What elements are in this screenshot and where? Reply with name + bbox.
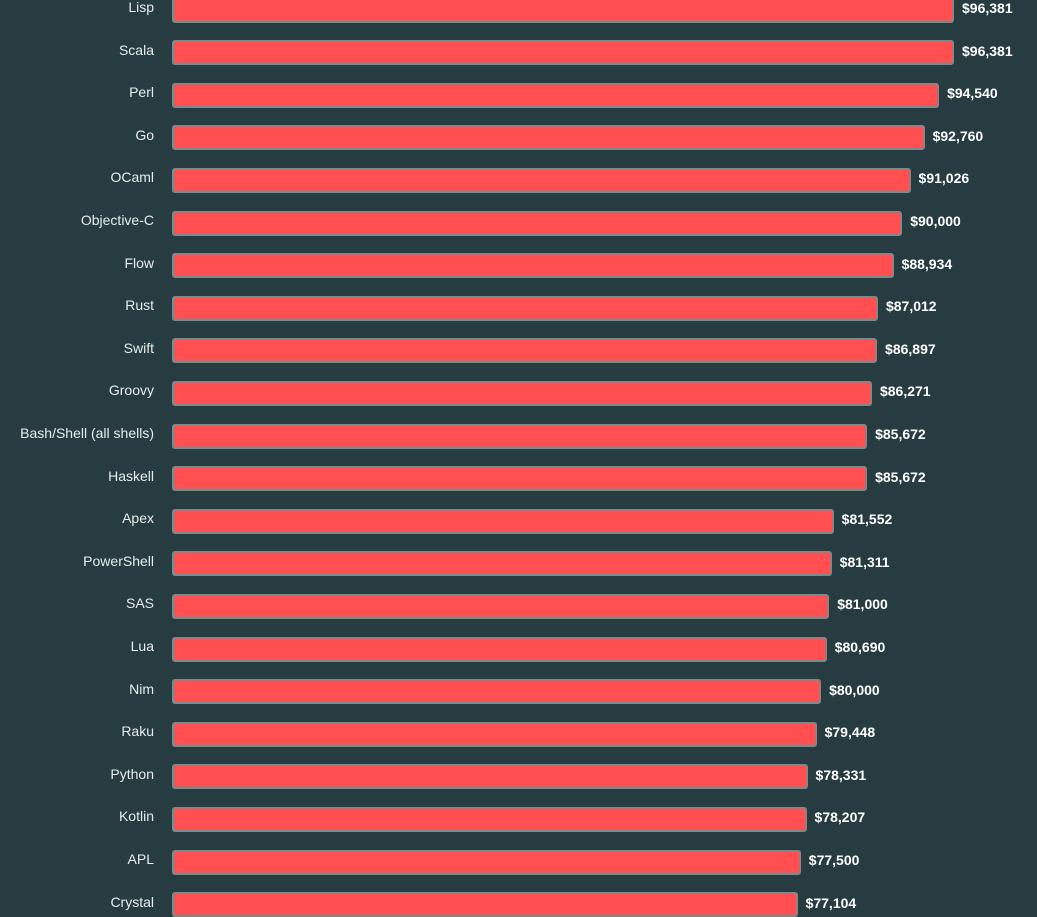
bar-value-label: $94,540 bbox=[947, 85, 998, 102]
category-label: Nim bbox=[129, 680, 154, 697]
category-label: PowerShell bbox=[83, 552, 154, 569]
bar-value-label: $88,934 bbox=[901, 255, 953, 272]
bar-value-label: $85,672 bbox=[875, 468, 926, 485]
category-label: Raku bbox=[121, 723, 154, 740]
bar bbox=[172, 0, 954, 23]
category-label: Flow bbox=[124, 254, 154, 271]
category-label: Go bbox=[135, 126, 154, 143]
category-label: Scala bbox=[118, 41, 154, 58]
category-label: Haskell bbox=[108, 467, 154, 484]
category-label: APL bbox=[127, 851, 154, 867]
bar-value-label: $91,026 bbox=[918, 170, 970, 187]
bar bbox=[172, 466, 868, 492]
bar-value-label: $77,500 bbox=[808, 852, 860, 868]
bar bbox=[172, 295, 878, 321]
bar-value-label: $96,381 bbox=[962, 42, 1013, 59]
bar-value-label: $78,207 bbox=[814, 809, 866, 826]
category-label: Rust bbox=[125, 297, 154, 314]
category-label: Bash/Shell (all shells) bbox=[20, 425, 154, 441]
bar bbox=[172, 679, 822, 705]
category-label: OCaml bbox=[110, 169, 154, 186]
bar-value-label: $92,760 bbox=[932, 127, 984, 144]
category-label: Lisp bbox=[128, 0, 154, 15]
bar bbox=[172, 849, 801, 875]
bar bbox=[172, 636, 827, 662]
bar bbox=[172, 508, 834, 534]
bar-value-label: $81,000 bbox=[837, 596, 888, 613]
bar-value-label: $80,690 bbox=[834, 639, 886, 655]
category-label: Swift bbox=[123, 339, 154, 356]
bar bbox=[172, 892, 798, 917]
bar-value-label: $81,311 bbox=[839, 553, 890, 570]
bar bbox=[172, 593, 830, 619]
bar-value-label: $87,012 bbox=[885, 298, 937, 315]
bar bbox=[172, 764, 808, 790]
category-label: SAS bbox=[125, 595, 154, 612]
category-label: Kotlin bbox=[118, 808, 154, 825]
category-label: Crystal bbox=[110, 893, 154, 910]
category-label: Apex bbox=[122, 510, 154, 527]
bar-value-label: $96,381 bbox=[962, 0, 1013, 16]
bar-value-label: $86,897 bbox=[885, 340, 936, 357]
bar bbox=[172, 551, 832, 577]
bar bbox=[172, 167, 911, 193]
bar bbox=[172, 806, 807, 832]
category-label: Python bbox=[110, 765, 154, 782]
bar-value-label: $78,331 bbox=[815, 766, 867, 783]
category-label: Perl bbox=[129, 84, 154, 101]
bar bbox=[172, 125, 925, 151]
bar-value-label: $90,000 bbox=[910, 213, 961, 229]
bar-value-label: $85,672 bbox=[875, 426, 926, 442]
bar-value-label: $77,104 bbox=[805, 894, 857, 911]
bar-value-label: $79,448 bbox=[824, 724, 876, 741]
bar-value-label: $81,552 bbox=[841, 511, 893, 528]
bar bbox=[172, 40, 954, 66]
bar bbox=[172, 82, 940, 108]
category-label: Groovy bbox=[108, 382, 154, 399]
category-label: Objective-C bbox=[80, 212, 154, 228]
category-label: Lua bbox=[130, 638, 154, 654]
bar-value-label: $86,271 bbox=[879, 383, 931, 400]
bar-value-label: $80,000 bbox=[829, 681, 880, 698]
bar bbox=[172, 338, 878, 364]
bar bbox=[172, 721, 817, 747]
bar bbox=[172, 380, 872, 406]
bar bbox=[172, 253, 894, 279]
bar bbox=[172, 423, 868, 449]
bar bbox=[172, 210, 903, 236]
